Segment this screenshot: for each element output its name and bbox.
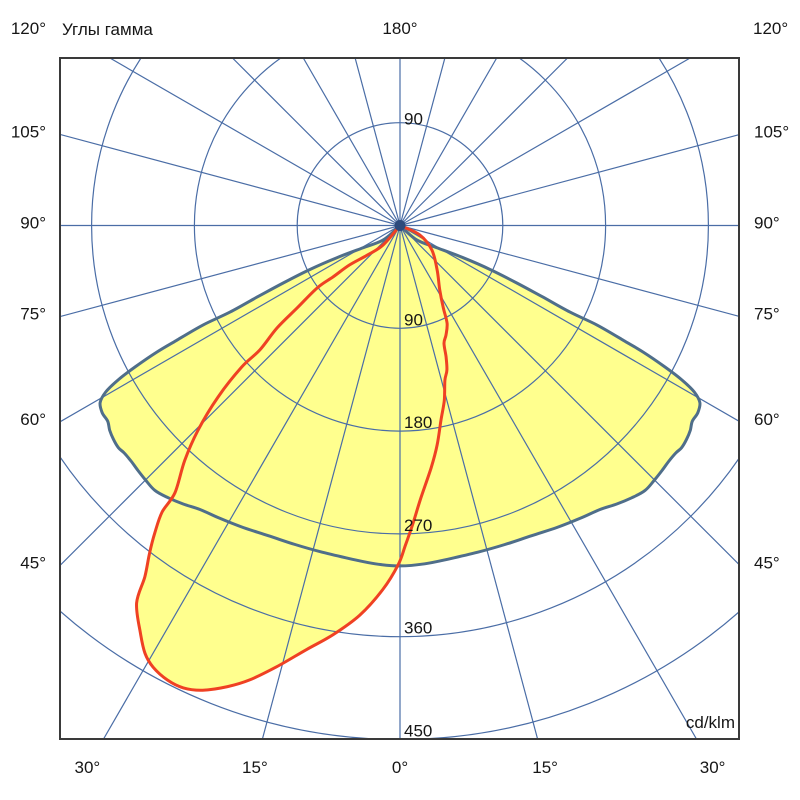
radial-label-90: 90 <box>404 310 423 329</box>
gamma-ray-15 <box>399 225 539 739</box>
pole-dot <box>394 220 406 231</box>
chart-title: Углы гамма <box>62 20 153 39</box>
intensity-circle-360 <box>60 455 739 638</box>
gamma-ray--60 <box>60 224 401 423</box>
radial-label-upper-90: 90 <box>404 110 423 129</box>
gamma-label-top-right: 120° <box>753 19 788 38</box>
gamma-label-right-105: 105° <box>754 122 789 141</box>
gamma-ray--165 <box>354 58 401 226</box>
gamma-ray--30 <box>103 225 401 739</box>
gamma-ray--45 <box>60 225 401 566</box>
gamma-label-top-left: 120° <box>11 19 46 38</box>
gamma-ray-45 <box>399 225 739 565</box>
gamma-label-bottom-15: 15° <box>532 758 558 777</box>
gamma-label-left-75: 75° <box>20 305 46 324</box>
gamma-ray-30 <box>399 225 697 739</box>
plot-frame <box>59 57 740 740</box>
intensity-circle-270 <box>91 58 709 535</box>
gamma-label-right-90: 90° <box>754 214 780 233</box>
gamma-label-right-60: 60° <box>754 410 780 429</box>
gamma-label-right-45: 45° <box>754 554 780 573</box>
gamma-ray-60 <box>399 224 739 422</box>
gamma-label-left-60: 60° <box>20 410 46 429</box>
gamma-label-bottom-30: 30° <box>700 758 726 777</box>
gamma-label-left-45: 45° <box>20 554 46 573</box>
gamma-label-bottom--15: 15° <box>242 758 268 777</box>
curve-plane-c90-c270 <box>135 224 449 692</box>
gamma-ray-120 <box>399 58 691 227</box>
curve-fill-1 <box>136 225 448 691</box>
gamma-label-right-75: 75° <box>754 305 780 324</box>
gamma-ray-105 <box>399 134 739 227</box>
gamma-ray-135 <box>399 58 568 226</box>
gamma-label-left-90: 90° <box>20 214 46 233</box>
radial-label-360: 360 <box>404 619 432 638</box>
curve-plane-c0-c180 <box>98 224 702 568</box>
gamma-ray--120 <box>109 58 401 227</box>
gamma-ray--75 <box>60 224 401 318</box>
gamma-ray-165 <box>399 58 446 226</box>
radial-label-450: 450 <box>404 722 432 741</box>
gamma-label-bottom-0: 0° <box>392 758 408 777</box>
radial-label-270: 270 <box>404 516 432 535</box>
gamma-ray--15 <box>261 225 401 739</box>
gamma-ray--105 <box>60 133 401 227</box>
gamma-label-bottom--30: 30° <box>75 758 101 777</box>
intensity-circle-90 <box>296 122 504 329</box>
gamma-ray-75 <box>399 224 739 317</box>
gamma-ray-150 <box>399 58 498 226</box>
unit-label: cd/klm <box>686 713 735 732</box>
intensity-circle-180 <box>193 58 607 432</box>
polar-grid <box>60 58 739 739</box>
gamma-label-left-105: 105° <box>11 122 46 141</box>
radial-label-180: 180 <box>404 413 432 432</box>
gamma-ray--135 <box>232 58 401 226</box>
gamma-ray--150 <box>302 58 401 226</box>
gamma-label-top-center: 180° <box>382 19 417 38</box>
